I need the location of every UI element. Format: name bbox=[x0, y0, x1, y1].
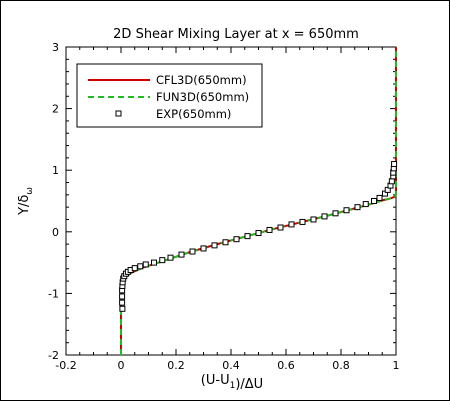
data-point bbox=[376, 194, 383, 201]
legend: CFL3D(650mm) FUN3D(650mm) EXP(650mm) bbox=[76, 63, 263, 128]
x-tick-label: -0.2 bbox=[55, 359, 76, 372]
data-point bbox=[119, 299, 126, 306]
data-point bbox=[371, 198, 377, 204]
data-point bbox=[244, 233, 251, 240]
data-point bbox=[211, 242, 218, 249]
legend-marker bbox=[115, 110, 122, 117]
data-point bbox=[310, 216, 317, 223]
data-point bbox=[288, 221, 295, 228]
data-point bbox=[222, 239, 229, 246]
data-point bbox=[119, 293, 126, 300]
data-point bbox=[200, 245, 207, 252]
data-point bbox=[131, 265, 138, 272]
series-layer bbox=[119, 47, 398, 355]
y-tick-label: -2 bbox=[48, 349, 59, 362]
x-tick-label: 0.2 bbox=[167, 359, 185, 372]
data-point bbox=[233, 236, 240, 243]
data-point bbox=[142, 261, 149, 268]
legend-box bbox=[76, 63, 263, 128]
x-axis-title: (U-U1)/ΔU bbox=[201, 373, 263, 392]
data-point bbox=[178, 251, 185, 258]
y-tick-label: 0 bbox=[52, 226, 59, 239]
legend-label: CFL3D(650mm) bbox=[156, 73, 247, 87]
data-point bbox=[137, 263, 144, 270]
data-point bbox=[167, 254, 174, 261]
data-point bbox=[391, 161, 398, 168]
data-point bbox=[266, 226, 273, 233]
x-tick-label: 0 bbox=[118, 359, 125, 372]
x-tick-label: 0.8 bbox=[332, 359, 350, 372]
y-tick-label: 2 bbox=[52, 103, 59, 116]
data-point bbox=[151, 259, 157, 266]
data-point bbox=[299, 218, 306, 225]
x-tick-label: 0.6 bbox=[277, 359, 295, 372]
data-point bbox=[354, 204, 361, 211]
data-point bbox=[332, 210, 339, 217]
x-axis: -0.2 0 0.2 0.4 0.6 0.8 1 bbox=[55, 47, 400, 372]
y-tick-label: -1 bbox=[48, 287, 59, 300]
data-point bbox=[362, 201, 369, 208]
legend-label: EXP(650mm) bbox=[156, 107, 231, 121]
y-axis-title: Y/δω bbox=[17, 187, 35, 216]
legend-label: FUN3D(650mm) bbox=[156, 90, 249, 104]
data-point bbox=[159, 257, 166, 264]
data-point bbox=[321, 213, 328, 220]
y-tick-label: 3 bbox=[52, 41, 59, 54]
data-point bbox=[255, 230, 262, 237]
chart-title: 2D Shear Mixing Layer at x = 650mm bbox=[113, 27, 359, 42]
x-tick-label: 0.4 bbox=[222, 359, 240, 372]
data-point bbox=[119, 305, 126, 312]
data-point bbox=[343, 207, 350, 214]
x-tick-label: 1 bbox=[393, 359, 400, 372]
data-point bbox=[277, 224, 284, 231]
data-point bbox=[189, 248, 196, 255]
y-tick-label: 1 bbox=[52, 164, 59, 177]
data-point bbox=[388, 178, 395, 185]
